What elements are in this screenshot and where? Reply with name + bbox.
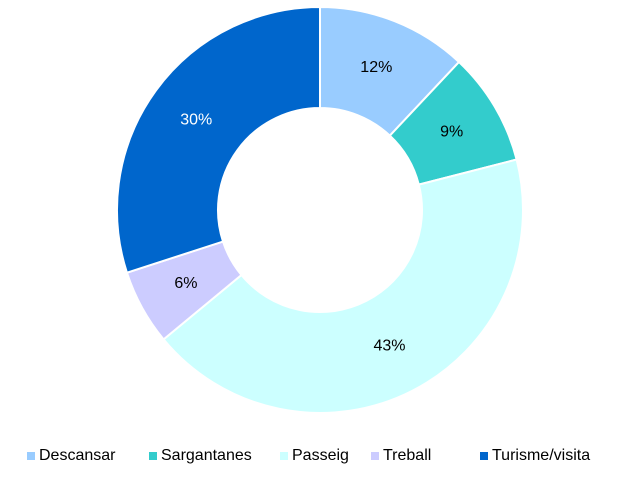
legend-swatch	[149, 452, 157, 460]
legend-swatch	[371, 452, 379, 460]
legend-label: Sargantanes	[161, 447, 252, 464]
donut-slice	[162, 158, 524, 414]
donut-slice	[116, 5, 321, 274]
data-label: 9%	[440, 123, 463, 140]
legend-swatch	[27, 452, 35, 460]
data-label: 30%	[180, 111, 212, 128]
legend-swatch	[480, 452, 488, 460]
data-label: 6%	[174, 275, 197, 292]
legend-swatch	[280, 452, 288, 460]
legend-label: Turisme/visita	[492, 447, 590, 464]
data-label: 12%	[360, 59, 392, 76]
legend-label: Descansar	[39, 447, 116, 464]
legend-label: Treball	[383, 447, 431, 464]
data-label: 43%	[373, 338, 405, 355]
legend-label: Passeig	[292, 447, 349, 464]
